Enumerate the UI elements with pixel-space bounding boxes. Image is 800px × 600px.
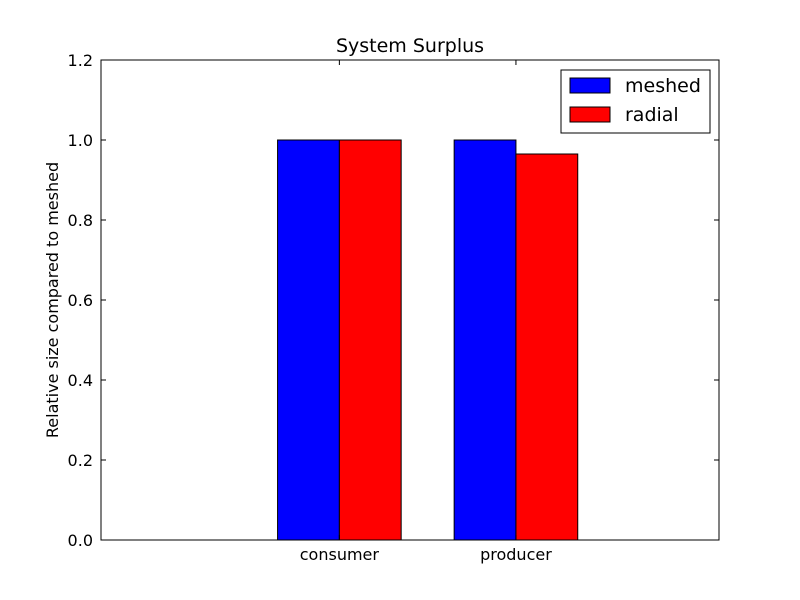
chart-title: System Surplus bbox=[336, 35, 484, 57]
y-tick-label: 1.2 bbox=[68, 51, 93, 70]
legend-swatch-radial bbox=[569, 106, 611, 123]
bar-radial-consumer bbox=[338, 139, 402, 541]
legend-swatch-meshed bbox=[569, 77, 611, 94]
y-tick-label: 0.8 bbox=[68, 211, 93, 230]
bars-layer bbox=[277, 139, 579, 541]
x-tick-label-consumer: consumer bbox=[300, 545, 380, 564]
bar-meshed-producer bbox=[453, 139, 517, 541]
x-tick-label-producer: producer bbox=[480, 545, 552, 564]
y-tick-label: 0.6 bbox=[68, 291, 93, 310]
bar-meshed-consumer bbox=[277, 139, 340, 541]
bar-radial-producer bbox=[515, 153, 579, 541]
y-tick-label: 0.2 bbox=[68, 451, 93, 470]
ticks-layer: 0.0 0.2 0.4 0.6 0.8 1.0 1.2 consumer producer bbox=[68, 51, 719, 564]
legend-label-meshed: meshed bbox=[625, 75, 701, 97]
y-tick-label: 0.4 bbox=[68, 371, 93, 390]
y-tick-label: 1.0 bbox=[68, 131, 93, 150]
y-axis-label: Relative size compared to meshed bbox=[43, 162, 62, 438]
y-tick-label: 0.0 bbox=[68, 531, 93, 550]
plot-area-frame bbox=[100, 59, 720, 541]
legend: meshed radial bbox=[560, 69, 711, 134]
legend-label-radial: radial bbox=[625, 104, 679, 126]
